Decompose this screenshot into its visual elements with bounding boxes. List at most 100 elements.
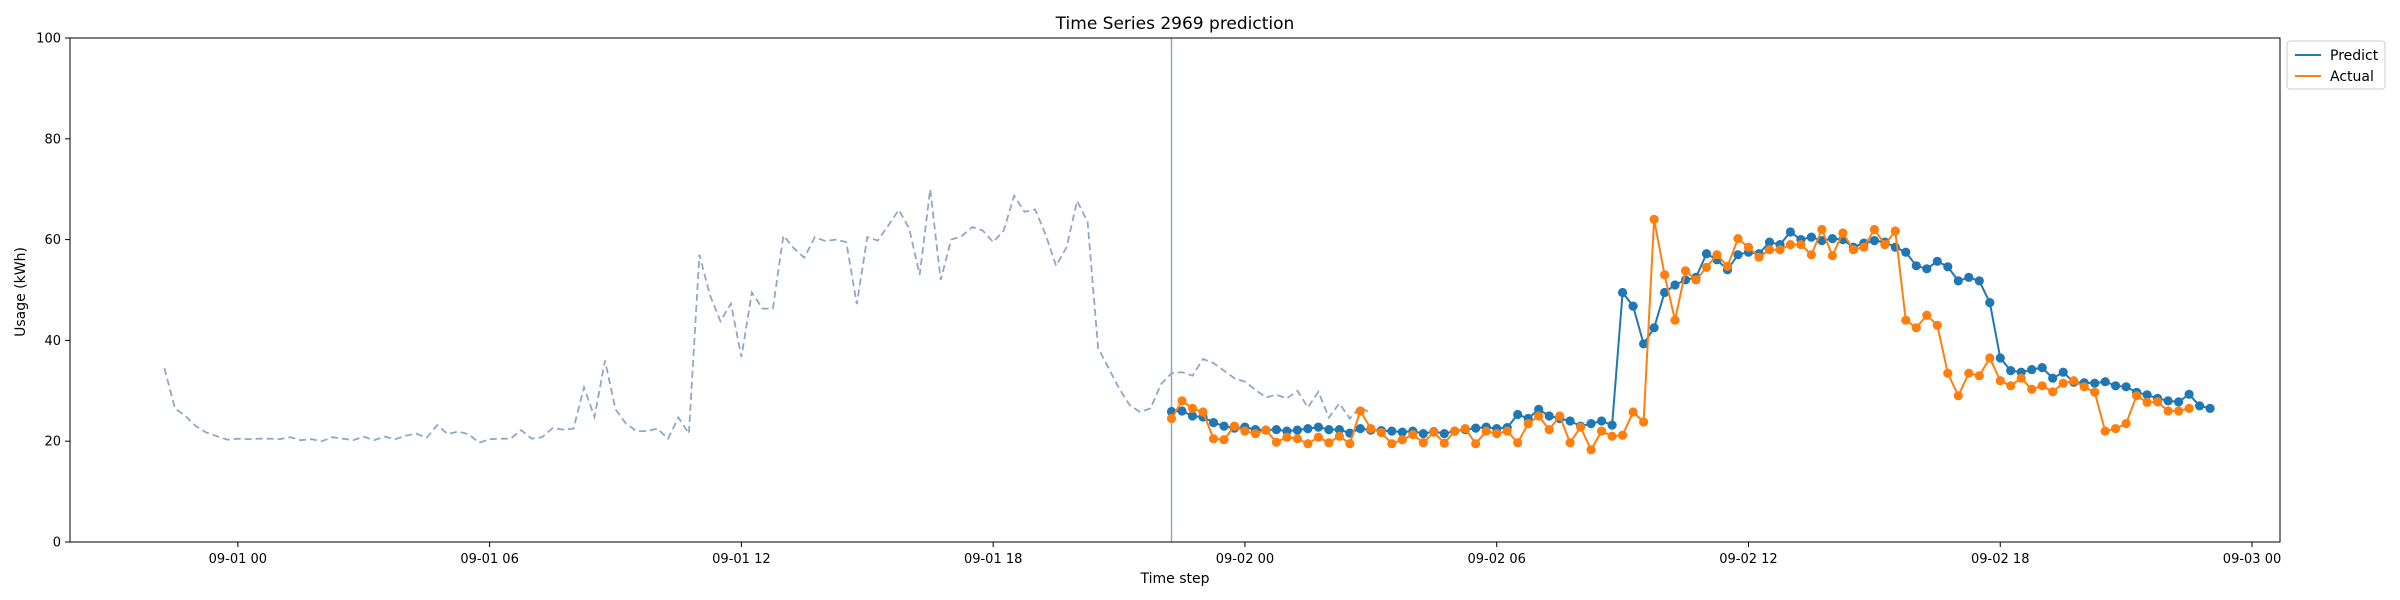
- x-tick-label: 09-01 00: [209, 552, 267, 567]
- actual-point: [2153, 397, 2163, 407]
- predict-point: [2037, 363, 2047, 373]
- actual-point: [1355, 406, 1365, 416]
- actual-point: [1177, 396, 1187, 406]
- predict-point: [1827, 234, 1837, 244]
- actual-point: [2111, 424, 2121, 434]
- actual-point: [2142, 397, 2152, 407]
- actual-point: [1796, 240, 1806, 250]
- actual-point: [1618, 430, 1628, 440]
- actual-point: [1733, 234, 1743, 244]
- actual-point: [1838, 228, 1848, 238]
- predict-point: [1513, 409, 1523, 420]
- x-tick-label: 09-02 18: [1971, 552, 2029, 567]
- predict-point: [1911, 261, 1921, 271]
- x-tick-label: 09-01 06: [460, 552, 518, 567]
- actual-point: [1198, 407, 1208, 417]
- predict-point: [1932, 256, 1942, 266]
- actual-point: [1649, 214, 1659, 224]
- predict-point: [1271, 425, 1281, 435]
- actual-point: [1890, 226, 1900, 236]
- actual-point: [2121, 419, 2131, 429]
- predict-point: [1670, 280, 1680, 290]
- predict-point: [1901, 247, 1911, 257]
- predict-point: [1660, 287, 1670, 298]
- actual-point: [2090, 387, 2100, 397]
- actual-point: [1303, 439, 1313, 449]
- actual-point: [1680, 266, 1691, 276]
- actual-point: [1817, 224, 1827, 235]
- actual-point: [1974, 371, 1984, 381]
- actual-point: [1995, 376, 2005, 386]
- y-tick-label: 60: [44, 233, 61, 248]
- predict-point: [1597, 416, 1607, 426]
- actual-point: [1628, 407, 1638, 417]
- predict-point: [1806, 232, 1816, 242]
- actual-point: [1397, 435, 1407, 445]
- actual-point: [1607, 431, 1617, 441]
- actual-point: [1901, 315, 1911, 325]
- actual-point: [1366, 424, 1376, 434]
- predict-point: [2142, 390, 2152, 400]
- x-tick-label: 09-01 18: [964, 552, 1022, 567]
- actual-point: [1534, 411, 1544, 421]
- actual-point: [1502, 426, 1512, 436]
- predict-point: [1607, 420, 1617, 430]
- plot-frame: [69, 37, 2281, 543]
- predict-point: [2100, 377, 2110, 387]
- actual-point: [1523, 419, 1533, 429]
- y-tick-label: 100: [36, 32, 61, 47]
- y-axis-label: Usage (kWh): [13, 247, 29, 337]
- predict-point: [1639, 339, 1649, 349]
- actual-point: [2048, 387, 2058, 397]
- predict-point: [1995, 353, 2005, 363]
- predict-point: [2058, 367, 2068, 377]
- actual-point: [1660, 270, 1670, 280]
- predict-point: [1439, 429, 1449, 439]
- predict-point: [1219, 421, 1229, 431]
- actual-point: [1880, 240, 1890, 250]
- predict-point: [1953, 276, 1963, 286]
- predict-point: [2048, 373, 2058, 383]
- predict-point: [2027, 365, 2037, 375]
- y-tick-label: 20: [44, 435, 61, 450]
- predict-point: [1701, 249, 1712, 259]
- predict-point: [1817, 236, 1827, 246]
- actual-point: [1754, 252, 1764, 262]
- x-tick-label: 09-01 12: [712, 552, 770, 567]
- actual-series: [1166, 214, 2194, 455]
- predict-point: [1324, 425, 1334, 435]
- actual-point: [1481, 426, 1491, 436]
- actual-point: [1439, 438, 1449, 448]
- actual-point: [1313, 432, 1323, 442]
- predict-point: [1387, 426, 1397, 436]
- actual-point: [1271, 437, 1281, 447]
- actual-point: [1219, 435, 1229, 445]
- actual-point: [2006, 381, 2016, 391]
- legend-label-predict: Predict: [2330, 48, 2379, 64]
- predict-point: [2090, 378, 2100, 388]
- actual-point: [1743, 242, 1754, 252]
- x-tick-label: 09-02 06: [1467, 552, 1525, 567]
- actual-point: [1922, 310, 1932, 320]
- actual-point: [1250, 429, 1260, 439]
- actual-point: [1324, 438, 1334, 448]
- predict-point: [1964, 272, 1974, 282]
- actual-point: [1565, 438, 1575, 448]
- actual-point: [1764, 245, 1775, 255]
- predict-point: [1177, 406, 1187, 416]
- predict-point: [1869, 236, 1879, 246]
- actual-point: [1964, 368, 1974, 378]
- predict-point: [1922, 264, 1932, 274]
- actual-point: [1911, 323, 1921, 333]
- actual-point: [2016, 373, 2026, 383]
- actual-point: [1932, 320, 1942, 330]
- actual-point: [1418, 438, 1428, 448]
- actual-point: [2079, 382, 2089, 392]
- predict-point: [2006, 366, 2016, 376]
- predict-point: [1534, 404, 1544, 414]
- actual-point: [1701, 262, 1712, 272]
- predict-point: [1586, 419, 1596, 429]
- actual-point: [2100, 426, 2110, 436]
- predict-point: [2184, 389, 2194, 399]
- actual-point: [1450, 426, 1460, 436]
